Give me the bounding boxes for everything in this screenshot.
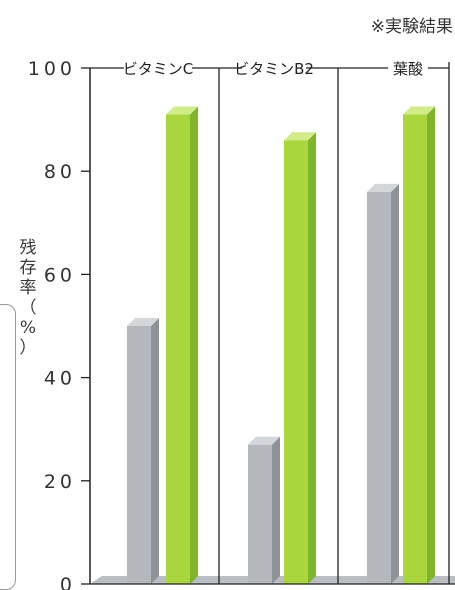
bar-green	[166, 106, 198, 584]
bar-gray	[248, 436, 280, 584]
y-tick-label: 80	[44, 161, 76, 183]
bar-gray	[367, 183, 399, 584]
axis-layer: 0 20 40 60 80 100 ビタミンC ビタミンB2 葉酸	[28, 58, 455, 590]
y-axis-label: 残存率（%）	[19, 238, 37, 358]
y-tick-label: 40	[44, 368, 76, 390]
category-label: ビタミンB2	[234, 60, 314, 78]
y-tick-label: 60	[44, 264, 76, 286]
category-label: 葉酸	[393, 60, 423, 78]
bar-gray	[127, 318, 159, 584]
y-tick-label: 0	[60, 574, 76, 590]
y-tick-label: 100	[28, 58, 76, 80]
y-tick-label: 20	[44, 471, 76, 493]
experiment-note: ※実験結果	[370, 17, 453, 37]
bar-green	[284, 132, 316, 585]
category-label: ビタミンC	[123, 60, 193, 78]
bar-green	[403, 106, 435, 584]
bars-layer	[127, 106, 435, 585]
